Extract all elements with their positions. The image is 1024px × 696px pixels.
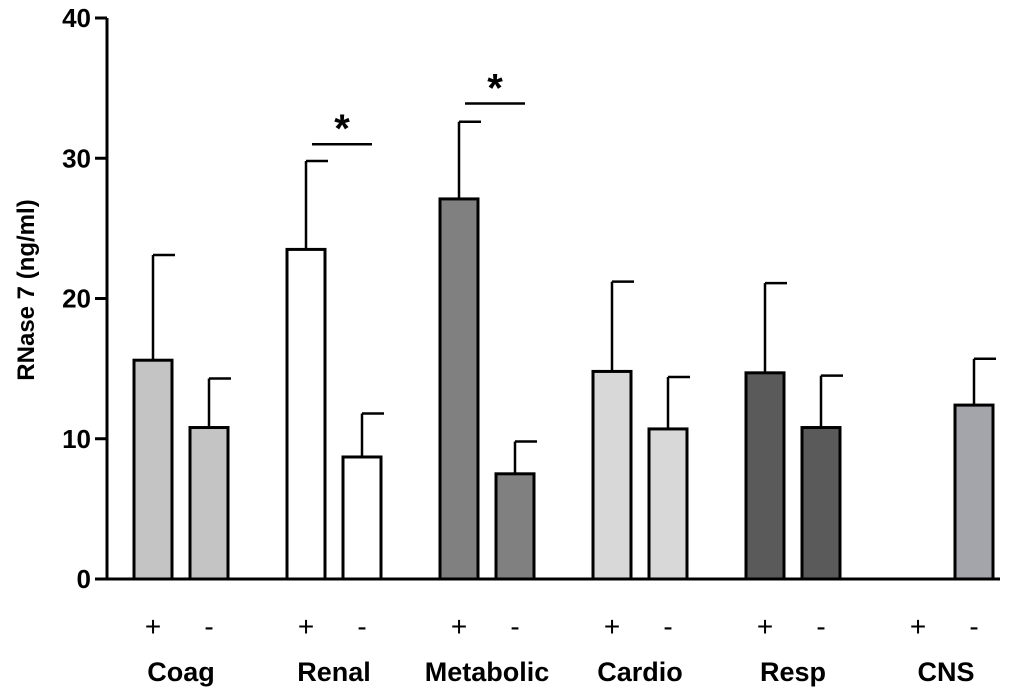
bar-renal-minus (341, 455, 383, 581)
y-tick-label: 10 (62, 424, 91, 454)
bar-sign-label: + (298, 611, 314, 642)
bar-renal-plus (285, 247, 327, 581)
significance-markers: ** (312, 67, 525, 151)
bar-sign-label: - (663, 611, 672, 642)
bar-sign-label: - (204, 611, 213, 642)
y-tick-label: 30 (62, 143, 91, 173)
bar-sign-label: + (604, 611, 620, 642)
bar-sign-label: - (510, 611, 519, 642)
bar-sign-label: - (969, 611, 978, 642)
significance-star: * (487, 67, 503, 111)
bar-resp-plus (744, 371, 786, 581)
x-axis: + - Coag + - Renal + - Metabolic + - Cardio + - Resp + -… (106, 577, 1000, 687)
bar-sign-label: + (910, 611, 926, 642)
bar-metabolic-plus (438, 197, 480, 581)
category-label: Coag (147, 657, 215, 687)
category-label: Cardio (597, 657, 683, 687)
bars (132, 197, 995, 581)
y-tick-label: 0 (77, 564, 91, 594)
bar-sign-label: + (145, 611, 161, 642)
bar-sign-label: + (757, 611, 773, 642)
bar-sign-label: - (816, 611, 825, 642)
bar-sign-label: - (357, 611, 366, 642)
significance-star: * (334, 107, 350, 151)
category-label: Metabolic (425, 657, 550, 687)
y-axis: 0 10 20 30 40 (62, 3, 109, 594)
category-label: Renal (297, 657, 371, 687)
bar-cardio-minus (647, 427, 689, 581)
y-axis-label: RNase 7 (ng/ml) (13, 199, 40, 380)
y-tick-label: 40 (62, 3, 91, 33)
error-bars (151, 120, 996, 474)
bar-coag-plus (132, 358, 174, 581)
bar-sign-label: + (451, 611, 467, 642)
bar-metabolic-minus (494, 472, 536, 581)
bar-coag-minus (188, 426, 230, 581)
bar-cardio-plus (591, 369, 633, 581)
y-tick-label: 20 (62, 284, 91, 314)
category-label: CNS (917, 657, 974, 687)
category-label: Resp (760, 657, 826, 687)
bar-resp-minus (800, 426, 842, 581)
bar-cns-minus (953, 403, 995, 581)
